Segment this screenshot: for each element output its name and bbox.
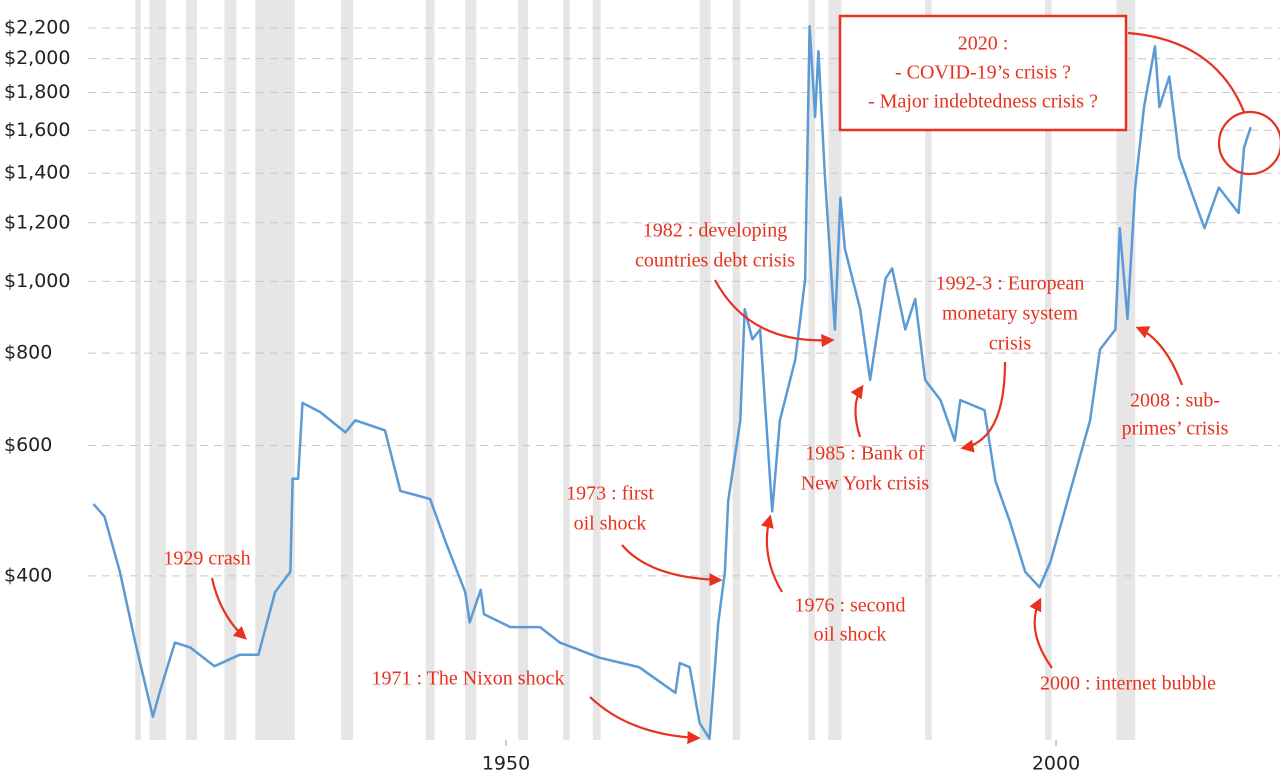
- recession-band: [149, 0, 167, 740]
- highlight-circle: [1217, 110, 1280, 176]
- arrow: [760, 514, 783, 593]
- recession-band: [1045, 0, 1052, 740]
- recession-band: [135, 0, 141, 740]
- annotation: 1985 : Bank of: [805, 443, 925, 465]
- recession-band: [185, 0, 197, 740]
- y-tick-label: $1,000: [4, 270, 70, 292]
- arrow: [714, 279, 835, 348]
- x-tick-label: 1950: [482, 753, 530, 775]
- recession-band: [592, 0, 601, 740]
- recession-band: [925, 0, 932, 740]
- recession-band: [1116, 0, 1136, 740]
- y-tick-label: $400: [4, 564, 52, 586]
- recessions: [135, 0, 1136, 740]
- x-tick-label: 2000: [1032, 753, 1080, 775]
- arrow: [1135, 326, 1184, 386]
- recession-band: [465, 0, 477, 740]
- annotation: 1929 crash: [163, 548, 250, 570]
- annotation: New York crisis: [801, 473, 930, 495]
- recession-band: [425, 0, 435, 740]
- recession-band: [828, 0, 842, 740]
- labels: $400 $600 $800 $1,000 $1,200 $1,400 $1,600 $1,8…: [4, 16, 1229, 774]
- y-tick-label: $1,800: [4, 81, 70, 103]
- y-tick-label: $1,400: [4, 162, 70, 184]
- annotation: - Major indebtedness crisis ?: [868, 91, 1098, 113]
- y-tick-label: $800: [4, 342, 52, 364]
- recession-band: [808, 0, 816, 740]
- y-tick-label: $2,000: [4, 47, 70, 69]
- series: [92, 24, 1252, 740]
- arrow: [960, 361, 1007, 453]
- annotation: - COVID-19’s crisis ?: [895, 62, 1071, 84]
- annotation: monetary system: [942, 303, 1079, 325]
- recession-band: [341, 0, 354, 740]
- annotation: countries debt crisis: [635, 250, 795, 272]
- arrow: [621, 544, 723, 587]
- annotation: 1976 : second: [794, 595, 905, 617]
- arrow: [850, 384, 864, 438]
- annotation: 2020 :: [958, 33, 1009, 55]
- annotation: primes’ crisis: [1122, 418, 1229, 440]
- annotation: 2008 : sub-: [1130, 390, 1220, 412]
- y-tick-label: $1,600: [4, 119, 70, 141]
- annotation: 1982 : developing: [643, 220, 787, 242]
- y-tick-label: $600: [4, 434, 52, 456]
- annotation: 1992-3 : European: [936, 273, 1085, 295]
- y-tick-label: $1,200: [4, 211, 70, 233]
- arrow: [589, 696, 701, 745]
- recession-band: [699, 0, 711, 740]
- callout-box: [838, 14, 1128, 132]
- recession-band: [224, 0, 237, 740]
- annotation: 1973 : first: [566, 483, 654, 505]
- recession-band: [518, 0, 528, 740]
- arrow: [210, 577, 247, 640]
- line: [92, 24, 1252, 740]
- annotation: crisis: [989, 333, 1031, 355]
- recession-band: [732, 0, 741, 740]
- arrows: [210, 14, 1280, 745]
- annotation: oil shock: [814, 624, 887, 646]
- callout-line: [1127, 31, 1246, 113]
- y-tick-label: $2,200: [4, 16, 70, 38]
- grid: [88, 27, 1280, 746]
- recession-band: [563, 0, 570, 740]
- annotation: oil shock: [574, 513, 647, 535]
- recession-band: [255, 0, 295, 740]
- arrow: [1029, 597, 1053, 669]
- annotation: 2000 : internet bubble: [1040, 673, 1216, 695]
- annotation: 1971 : The Nixon shock: [372, 668, 565, 690]
